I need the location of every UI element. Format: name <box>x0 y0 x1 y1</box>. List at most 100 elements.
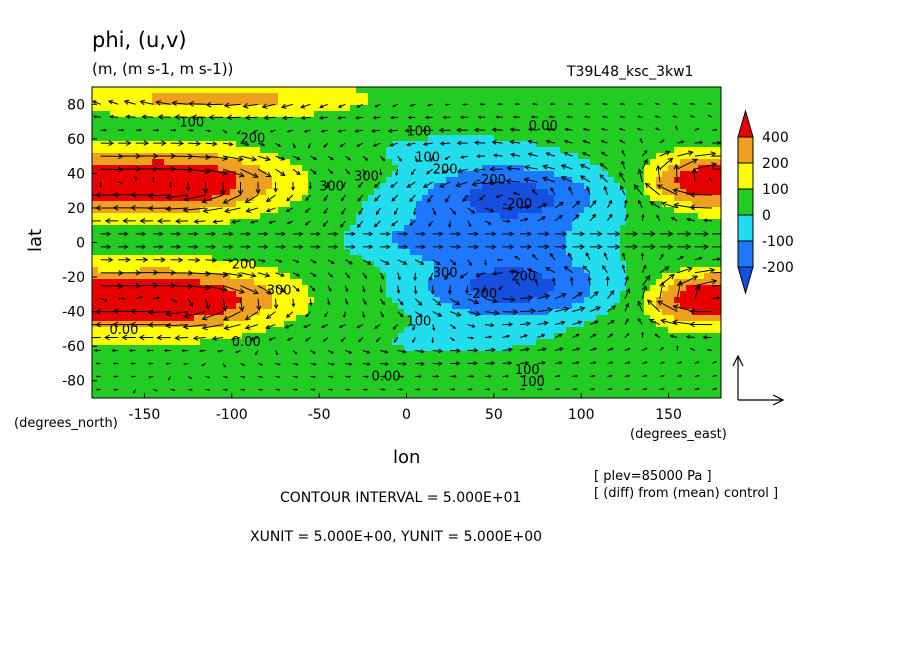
contour-cell <box>260 225 267 232</box>
contour-cell <box>308 381 315 388</box>
contour-cell <box>374 93 381 100</box>
contour-cell <box>182 279 189 286</box>
contour-cell <box>146 237 153 244</box>
contour-cell <box>218 129 225 136</box>
contour-cell <box>584 99 591 106</box>
contour-cell <box>218 201 225 208</box>
contour-cell <box>620 129 627 136</box>
contour-cell <box>380 363 387 370</box>
contour-cell <box>356 165 363 172</box>
contour-cell <box>134 177 141 184</box>
contour-cell <box>368 357 375 364</box>
contour-cell <box>164 159 171 166</box>
contour-cell <box>200 369 207 376</box>
contour-cell <box>392 279 399 286</box>
contour-cell <box>470 279 477 286</box>
contour-cell <box>386 303 393 310</box>
contour-cell <box>566 279 573 286</box>
contour-cell <box>134 303 141 310</box>
contour-cell <box>602 213 609 220</box>
contour-cell <box>206 147 213 154</box>
contour-cell <box>524 225 531 232</box>
contour-cell <box>494 183 501 190</box>
contour-cell <box>140 375 147 382</box>
contour-cell <box>428 363 435 370</box>
contour-cell <box>452 87 459 94</box>
contour-cell <box>620 219 627 226</box>
contour-cell <box>548 183 555 190</box>
contour-cell <box>200 345 207 352</box>
contour-cell <box>422 369 429 376</box>
contour-cell <box>476 129 483 136</box>
contour-cell <box>458 195 465 202</box>
contour-cell <box>434 303 441 310</box>
contour-cell <box>302 303 309 310</box>
contour-cell <box>302 207 309 214</box>
contour-cell <box>584 357 591 364</box>
contour-cell <box>662 357 669 364</box>
contour-cell <box>200 195 207 202</box>
contour-cell <box>182 129 189 136</box>
contour-cell <box>470 147 477 154</box>
contour-cell <box>92 327 99 334</box>
contour-cell <box>230 99 237 106</box>
contour-cell <box>140 393 147 398</box>
contour-cell <box>206 315 213 322</box>
contour-cell <box>380 375 387 382</box>
contour-cell <box>344 393 351 398</box>
contour-cell <box>284 279 291 286</box>
contour-cell <box>608 159 615 166</box>
contour-cell <box>380 135 387 142</box>
contour-cell <box>104 369 111 376</box>
contour-cell <box>104 213 111 220</box>
contour-cell <box>644 105 651 112</box>
contour-cell <box>260 291 267 298</box>
contour-cell <box>188 267 195 274</box>
contour-cell <box>620 363 627 370</box>
contour-cell <box>644 123 651 130</box>
contour-cell <box>194 141 201 148</box>
contour-cell <box>476 261 483 268</box>
contour-cell <box>626 285 633 292</box>
contour-cell <box>152 105 159 112</box>
contour-cell <box>404 393 411 398</box>
contour-cell <box>572 249 579 256</box>
contour-cell <box>146 255 153 262</box>
contour-cell <box>254 333 261 340</box>
contour-cell <box>302 267 309 274</box>
contour-cell <box>332 93 339 100</box>
contour-cell <box>428 159 435 166</box>
contour-cell <box>440 291 447 298</box>
contour-cell <box>218 177 225 184</box>
contour-cell <box>470 159 477 166</box>
contour-cell <box>302 345 309 352</box>
contour-cell <box>122 261 129 268</box>
contour-cell <box>296 105 303 112</box>
contour-cell <box>182 327 189 334</box>
contour-cell <box>212 291 219 298</box>
contour-cell <box>560 339 567 346</box>
contour-cell <box>536 159 543 166</box>
contour-cell <box>380 249 387 256</box>
contour-cell <box>134 183 141 190</box>
contour-cell <box>530 291 537 298</box>
contour-cell <box>326 381 333 388</box>
contour-cell <box>230 369 237 376</box>
contour-cell <box>254 87 261 94</box>
contour-cell <box>158 99 165 106</box>
contour-cell <box>500 285 507 292</box>
contour-cell <box>548 393 555 398</box>
contour-cell <box>188 273 195 280</box>
contour-cell <box>404 363 411 370</box>
contour-cell <box>164 339 171 346</box>
contour-cell <box>188 141 195 148</box>
contour-cell <box>446 339 453 346</box>
contour-cell <box>146 363 153 370</box>
contour-cell <box>578 177 585 184</box>
contour-cell <box>494 261 501 268</box>
contour-cell <box>578 171 585 178</box>
contour-cell <box>494 237 501 244</box>
contour-cell <box>308 279 315 286</box>
contour-cell <box>662 333 669 340</box>
contour-cell <box>242 213 249 220</box>
